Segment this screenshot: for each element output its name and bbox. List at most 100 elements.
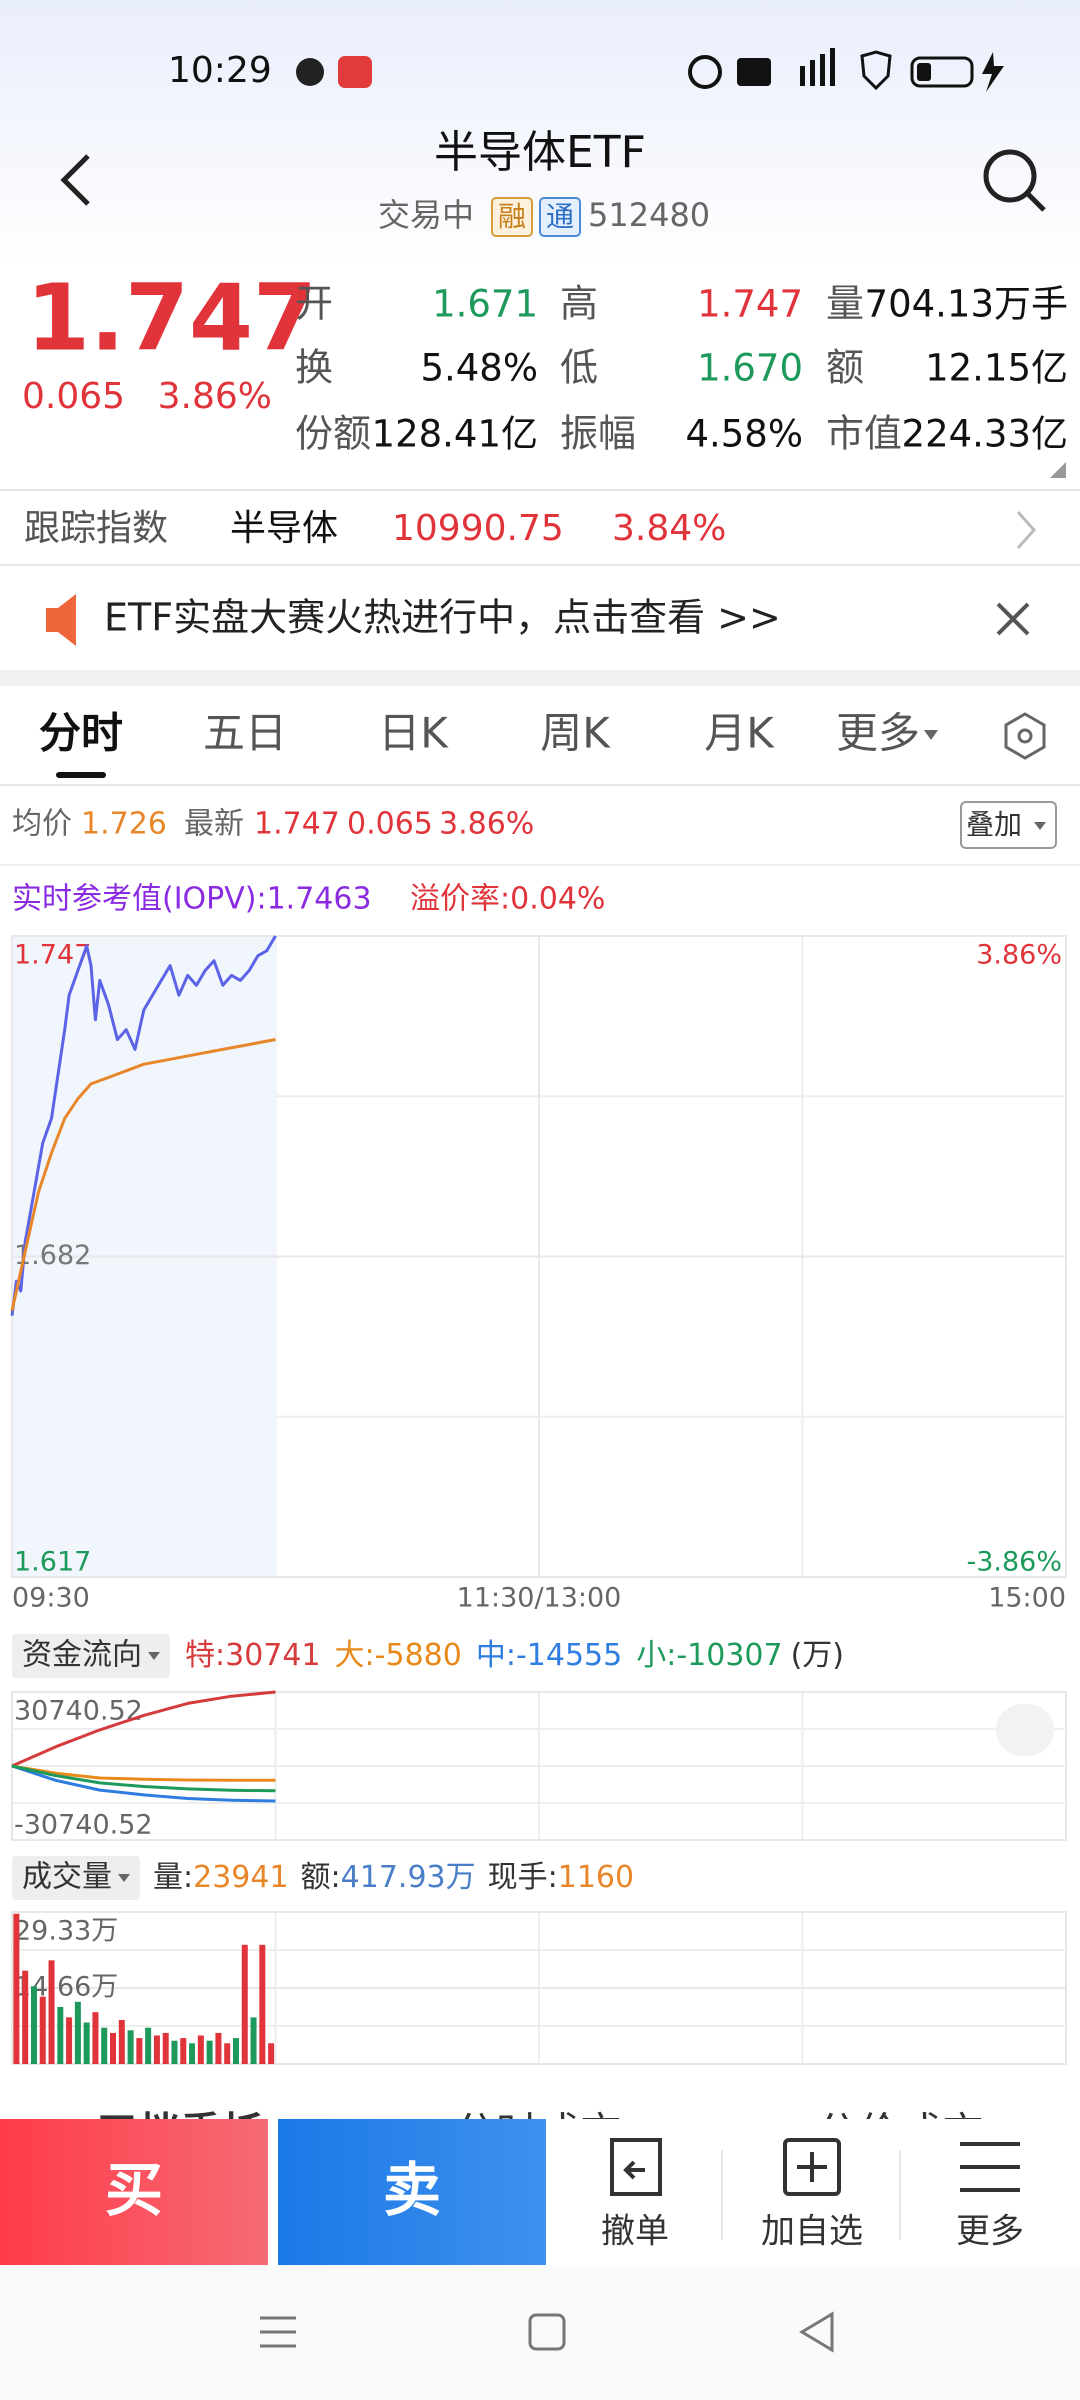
nav-back[interactable] [799,2311,834,2353]
stat-label: 市值 [826,412,902,456]
volume-bar [232,2038,239,2064]
sell-button[interactable] [278,2119,546,2265]
volume-bar [83,2022,90,2064]
y2-tick-label: 3.86% [976,940,1062,971]
stat-value: 417.93万 [341,1860,476,1895]
more-label: 更多 [956,2212,1024,2252]
x-tick-label: 15:00 [988,1583,1066,1614]
legend-name: 小: [636,1638,676,1673]
volume-bar [92,2012,99,2064]
tracking-label: 跟踪指数 [24,508,168,549]
price-change: 0.065 [22,376,125,417]
legend-value: -10307 [676,1638,782,1673]
stat-label: 量: [153,1860,193,1895]
volume-bar [22,1970,29,2064]
search-button[interactable] [983,149,1046,212]
dropdown-caret [148,1652,160,1660]
status-time: 10:29 [168,50,272,91]
watch-button[interactable]: 加自选 [761,2138,863,2252]
x-tick-label: 11:30/13:00 [457,1583,622,1614]
stat-label: 量 [826,282,864,326]
stat-value: 1.747 [697,283,803,326]
volume-bar [171,2040,178,2064]
volume-select[interactable] [12,1856,140,1900]
iopv: 实时参考值(IOPV):1.7463 [12,882,372,917]
stat-value: 12.15亿 [925,347,1068,390]
volume-bar [224,2043,231,2064]
buy-button[interactable] [0,2119,268,2265]
flow-title: 资金流向 [22,1638,142,1673]
stat-value: 23941 [193,1860,288,1895]
settings-dot [1017,728,1033,744]
stat-label: 现手: [488,1860,558,1895]
legend-value: -14555 [516,1638,622,1673]
volume-bar [215,2032,222,2064]
stat-label: 振幅 [560,412,636,456]
series-line [10,935,277,1316]
stat-value: 1.671 [432,283,538,326]
tab[interactable]: 五日 [203,709,287,758]
volume-bar [259,1944,266,2064]
tab[interactable]: 更多 [836,709,920,758]
flow-summary: 特:30741 大:-5880 中:-14555 小:-10307 (万) [185,1638,844,1673]
back-button[interactable] [60,154,90,206]
volume-bar [206,2040,213,2064]
series-line [11,1690,276,1768]
section-gap [0,670,1080,686]
settings-button[interactable] [1004,712,1046,760]
volume-bar [145,2027,152,2064]
x-tick-label: 09:30 [12,1583,90,1614]
overlay-button[interactable] [960,801,1057,849]
legend-value: -5880 [375,1638,462,1673]
volume-bar [110,2032,117,2064]
dropdown-caret [1034,822,1046,830]
tracking-change: 3.84% [612,508,726,549]
volume-bar [74,2001,81,2064]
nav-home[interactable] [528,2313,566,2351]
y-tick-label: 29.33万 [14,1916,118,1947]
tab[interactable]: 日K [378,709,449,758]
watch-label: 加自选 [761,2212,863,2252]
volume-bar [13,1913,20,2064]
volume-bar [180,2038,187,2064]
latest-change: 0.065 [347,807,433,842]
volume-bar [30,1986,37,2064]
cancel-button[interactable]: 撤单 [601,2138,669,2252]
volume-bar [162,2032,169,2064]
price-change-pct: 3.86% [158,376,272,417]
expand-button[interactable] [996,1704,1054,1756]
banner[interactable]: ETF实盘大赛火热进行中，点击查看 >> [46,594,781,646]
dropdown-caret [118,1874,130,1882]
title: 半导体ETF [434,127,646,178]
banner-close[interactable] [996,602,1030,636]
volume-bar [189,2043,196,2064]
last-price: 1.747 [26,264,317,371]
tab[interactable]: 月K [704,709,775,758]
stat-label: 开 [295,282,333,326]
latest-label: 最新 [184,807,244,842]
banner-text: ETF实盘大赛火热进行中，点击查看 >> [104,596,781,640]
badge-rong: 融 [498,200,526,233]
volume-bar [153,2035,160,2064]
stock-code: 512480 [588,196,710,234]
series-line [11,1764,276,1803]
avg-label: 均价 [12,807,72,842]
stat-value: 704.13万手 [865,283,1068,326]
more-button[interactable]: 更多 [956,2142,1024,2252]
legend-value: 30741 [225,1638,320,1673]
volume-bar [39,1996,46,2064]
volume-title: 成交量 [22,1860,112,1895]
stat-value: 4.58% [685,413,803,456]
volume-bar [268,2043,275,2064]
tab[interactable]: 分时 [39,709,123,758]
volume-bar [101,2027,108,2064]
nav-menu[interactable] [260,2316,296,2348]
tab[interactable]: 周K [540,709,611,758]
volume-bar [118,2019,125,2064]
legend-name: 大: [335,1638,375,1673]
volume-bar [66,2017,73,2064]
flow-select[interactable] [12,1634,170,1678]
series-line [10,1038,276,1312]
y2-tick-label: -3.86% [966,1547,1062,1578]
